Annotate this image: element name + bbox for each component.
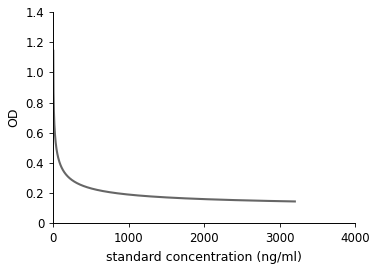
X-axis label: standard concentration (ng/ml): standard concentration (ng/ml) — [106, 251, 302, 264]
Y-axis label: OD: OD — [7, 108, 20, 127]
